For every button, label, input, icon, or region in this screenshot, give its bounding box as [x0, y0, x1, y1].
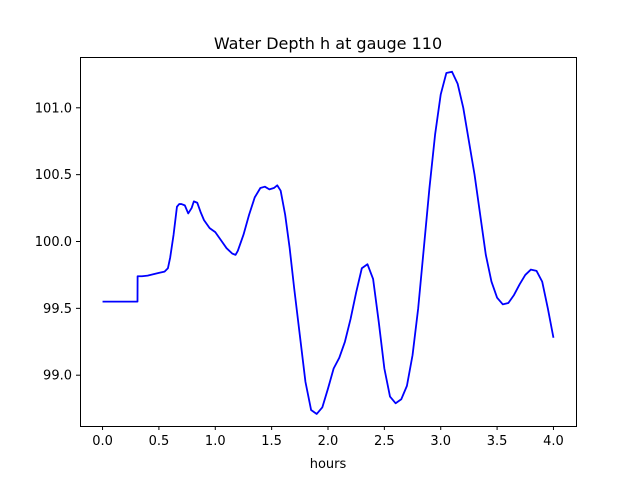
x-tick-label: 3.0 — [430, 434, 451, 449]
x-axis-label: hours — [310, 457, 347, 472]
plot-area — [102, 70, 555, 415]
y-tick-label: 99.5 — [43, 302, 72, 317]
x-tick-label: 1.5 — [261, 434, 282, 449]
plot-frame — [80, 57, 577, 427]
x-tick-label: 3.5 — [487, 434, 508, 449]
y-tick-label: 100.0 — [35, 235, 72, 250]
x-tick-label: 0.5 — [149, 434, 170, 449]
x-tick-label: 0.0 — [92, 434, 113, 449]
x-tick-label: 2.0 — [318, 434, 339, 449]
y-tick-label: 100.5 — [35, 168, 72, 183]
y-axis: 99.0 99.5 100.0 100.5 101.0 — [35, 101, 80, 384]
y-tick-label: 101.0 — [35, 101, 72, 116]
x-axis: 0.0 0.5 1.0 1.5 2.0 2.5 3.0 3.5 4.0 — [92, 426, 564, 449]
x-tick-label: 1.0 — [205, 434, 226, 449]
x-tick-label: 4.0 — [543, 434, 564, 449]
x-tick-label: 2.5 — [374, 434, 395, 449]
y-tick-label: 99.0 — [43, 369, 72, 384]
series-line — [102, 70, 555, 415]
chart-title: Water Depth h at gauge 110 — [214, 34, 442, 53]
